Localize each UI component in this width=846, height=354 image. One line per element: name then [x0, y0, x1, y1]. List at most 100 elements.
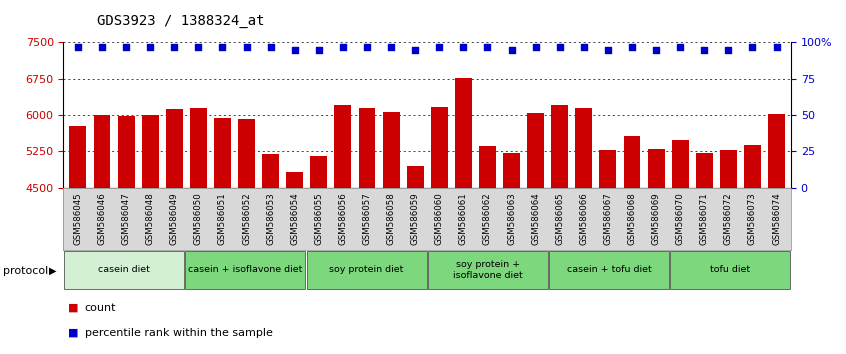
Bar [214, 118, 231, 188]
Point [336, 44, 349, 50]
Bar [720, 150, 737, 188]
Bar [69, 126, 86, 188]
Bar [744, 144, 761, 188]
Text: count: count [85, 303, 116, 313]
Bar [696, 153, 712, 188]
Bar [552, 105, 569, 188]
Bar [310, 156, 327, 188]
Text: protocol: protocol [3, 266, 48, 276]
Point [770, 44, 783, 50]
Bar [334, 105, 351, 188]
Text: GSM586056: GSM586056 [338, 193, 348, 245]
Point [96, 44, 109, 50]
Point [264, 44, 277, 50]
Point [697, 47, 711, 53]
Text: GSM586062: GSM586062 [483, 193, 492, 245]
Point [505, 47, 519, 53]
Bar [428, 251, 547, 289]
Point [529, 44, 542, 50]
Bar [382, 112, 399, 188]
Bar [672, 140, 689, 188]
Text: GSM586069: GSM586069 [651, 193, 661, 245]
Bar [575, 108, 592, 188]
Point [168, 44, 181, 50]
Text: casein diet: casein diet [98, 266, 150, 274]
Point [457, 44, 470, 50]
Point [577, 44, 591, 50]
Bar [185, 251, 305, 289]
Text: GSM586053: GSM586053 [266, 193, 275, 245]
Text: GSM586067: GSM586067 [603, 193, 613, 245]
Bar [94, 115, 111, 188]
Point [288, 47, 301, 53]
Bar [527, 113, 544, 188]
Text: ■: ■ [68, 303, 78, 313]
Text: GDS3923 / 1388324_at: GDS3923 / 1388324_at [97, 14, 265, 28]
Text: soy protein diet: soy protein diet [329, 266, 404, 274]
Text: GSM586065: GSM586065 [555, 193, 564, 245]
Bar [262, 154, 279, 188]
Point [432, 44, 446, 50]
Bar [455, 78, 472, 188]
Text: GSM586048: GSM586048 [146, 193, 155, 245]
Bar [286, 172, 303, 188]
Bar [648, 149, 664, 188]
Text: GSM586070: GSM586070 [676, 193, 684, 245]
Point [216, 44, 229, 50]
Text: GSM586063: GSM586063 [507, 193, 516, 245]
Point [481, 44, 494, 50]
Bar [190, 108, 206, 188]
Text: GSM586064: GSM586064 [531, 193, 540, 245]
Bar [503, 153, 520, 188]
Text: GSM586058: GSM586058 [387, 193, 396, 245]
Bar [671, 251, 790, 289]
Text: GSM586057: GSM586057 [362, 193, 371, 245]
Text: tofu diet: tofu diet [711, 266, 750, 274]
Text: GSM586050: GSM586050 [194, 193, 203, 245]
Text: ■: ■ [68, 328, 78, 338]
Point [119, 44, 133, 50]
Text: casein + tofu diet: casein + tofu diet [567, 266, 651, 274]
Text: GSM586046: GSM586046 [97, 193, 107, 245]
Point [71, 44, 85, 50]
Point [409, 47, 422, 53]
Bar [479, 146, 496, 188]
Point [191, 44, 205, 50]
Text: GSM586054: GSM586054 [290, 193, 299, 245]
Bar [407, 166, 424, 188]
Bar [359, 108, 376, 188]
Point [360, 44, 374, 50]
Text: GSM586055: GSM586055 [315, 193, 323, 245]
Bar [142, 115, 158, 188]
Text: percentile rank within the sample: percentile rank within the sample [85, 328, 272, 338]
Text: GSM586066: GSM586066 [580, 193, 588, 245]
Bar [307, 251, 426, 289]
Bar [166, 109, 183, 188]
Point [722, 47, 735, 53]
Bar [431, 107, 448, 188]
Point [553, 44, 567, 50]
Point [384, 44, 398, 50]
Bar [64, 251, 184, 289]
Point [144, 44, 157, 50]
Bar [118, 116, 135, 188]
Bar [549, 251, 669, 289]
Point [673, 44, 687, 50]
Text: GSM586071: GSM586071 [700, 193, 709, 245]
Text: GSM586049: GSM586049 [170, 193, 179, 245]
Text: GSM586045: GSM586045 [74, 193, 82, 245]
Bar [624, 136, 640, 188]
Text: GSM586072: GSM586072 [724, 193, 733, 245]
Text: ▶: ▶ [49, 266, 57, 276]
Text: GSM586059: GSM586059 [410, 193, 420, 245]
Text: GSM586073: GSM586073 [748, 193, 757, 245]
Text: GSM586051: GSM586051 [218, 193, 227, 245]
Text: GSM586047: GSM586047 [122, 193, 130, 245]
Text: GSM586060: GSM586060 [435, 193, 444, 245]
Text: GSM586068: GSM586068 [628, 193, 636, 245]
Text: casein + isoflavone diet: casein + isoflavone diet [188, 266, 303, 274]
Bar [600, 150, 617, 188]
Bar [768, 114, 785, 188]
Point [745, 44, 759, 50]
Point [650, 47, 663, 53]
